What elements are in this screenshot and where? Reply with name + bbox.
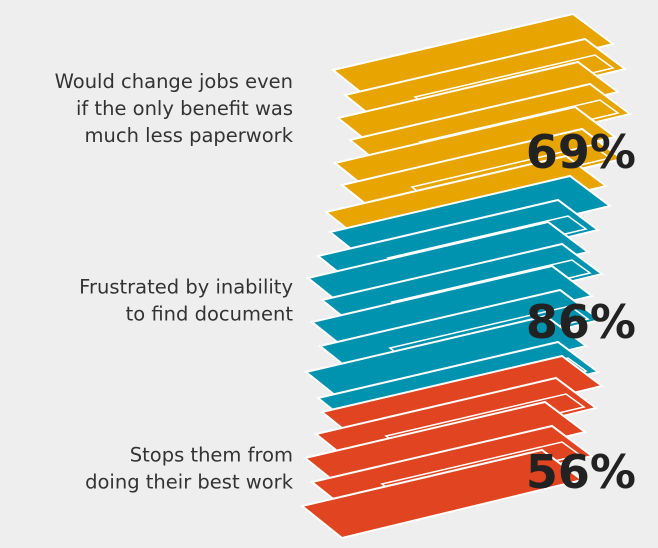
paper-sheet — [303, 314, 589, 406]
item-label: to find document — [126, 303, 294, 326]
labels: Would change jobs even if the only benefi… — [55, 70, 636, 499]
item-label: if the only benefit was — [76, 97, 293, 120]
paper-sheet — [299, 448, 585, 540]
item-percent: 69% — [526, 125, 636, 179]
item-label: much less paperwork — [85, 124, 294, 147]
item-percent: 86% — [526, 295, 636, 349]
item-label: Stops them from — [130, 444, 293, 467]
paper-stacks — [299, 12, 633, 540]
item-label: doing their best work — [85, 471, 294, 494]
item-label: Would change jobs even — [55, 70, 293, 93]
item-label: Frustrated by inability — [79, 276, 293, 299]
item-percent: 56% — [526, 445, 636, 499]
